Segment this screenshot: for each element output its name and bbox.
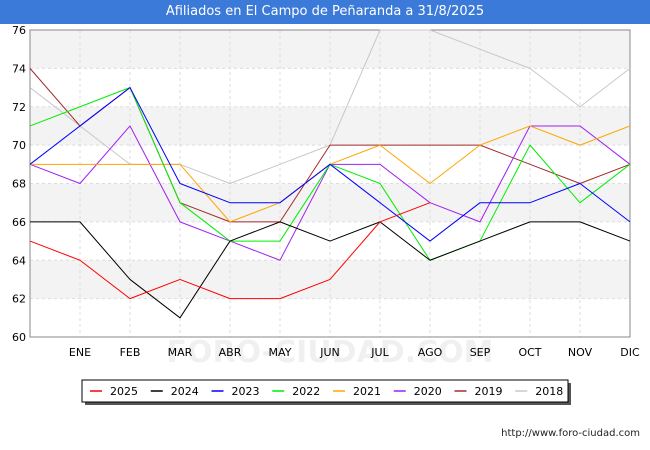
watermark: FORO-CIUDAD.COM <box>167 335 494 370</box>
chart-title: Afiliados en El Campo de Peñaranda a 31/… <box>165 4 485 19</box>
x-tick-label: ABR <box>219 346 242 359</box>
source-credit[interactable]: http://www.foro-ciudad.com <box>501 428 640 439</box>
y-tick-label: 72 <box>12 101 26 114</box>
legend-label-2019: 2019 <box>475 385 503 398</box>
y-tick-label: 60 <box>12 331 26 344</box>
legend-label-2021: 2021 <box>353 385 381 398</box>
plot-border <box>29 29 631 338</box>
x-tick-label: OCT <box>518 346 541 359</box>
legend-box <box>81 379 569 403</box>
series-line-2023 <box>29 87 631 242</box>
x-tick-label: SEP <box>470 346 491 359</box>
y-tick-label: 76 <box>12 24 26 37</box>
legend-label-2023: 2023 <box>232 385 260 398</box>
series-line-2024 <box>30 221 631 319</box>
x-tick-label: JUL <box>370 346 389 359</box>
legend-label-2022: 2022 <box>292 385 320 398</box>
x-tick-label: MAR <box>168 346 193 359</box>
x-tick-label: NOV <box>568 346 593 359</box>
x-tick-label: DIC <box>620 346 640 359</box>
y-tick-label: 74 <box>12 62 26 75</box>
x-tick-label: MAY <box>269 346 292 359</box>
legend-label-2024: 2024 <box>171 385 199 398</box>
series-line-2025 <box>29 202 431 300</box>
y-tick-label: 66 <box>12 216 26 229</box>
y-tick-label: 68 <box>12 178 26 191</box>
legend-label-2025: 2025 <box>110 385 138 398</box>
y-tick-label: 62 <box>12 293 26 306</box>
x-tick-label: AGO <box>418 346 443 359</box>
x-tick-label: JUN <box>319 346 340 359</box>
legend-label-2018: 2018 <box>535 385 563 398</box>
y-tick-label: 64 <box>12 254 26 267</box>
x-tick-label: FEB <box>120 346 141 359</box>
legend-label-2020: 2020 <box>414 385 442 398</box>
title-bar <box>0 0 650 24</box>
y-tick-label: 70 <box>12 139 26 152</box>
x-tick-label: ENE <box>69 346 91 359</box>
